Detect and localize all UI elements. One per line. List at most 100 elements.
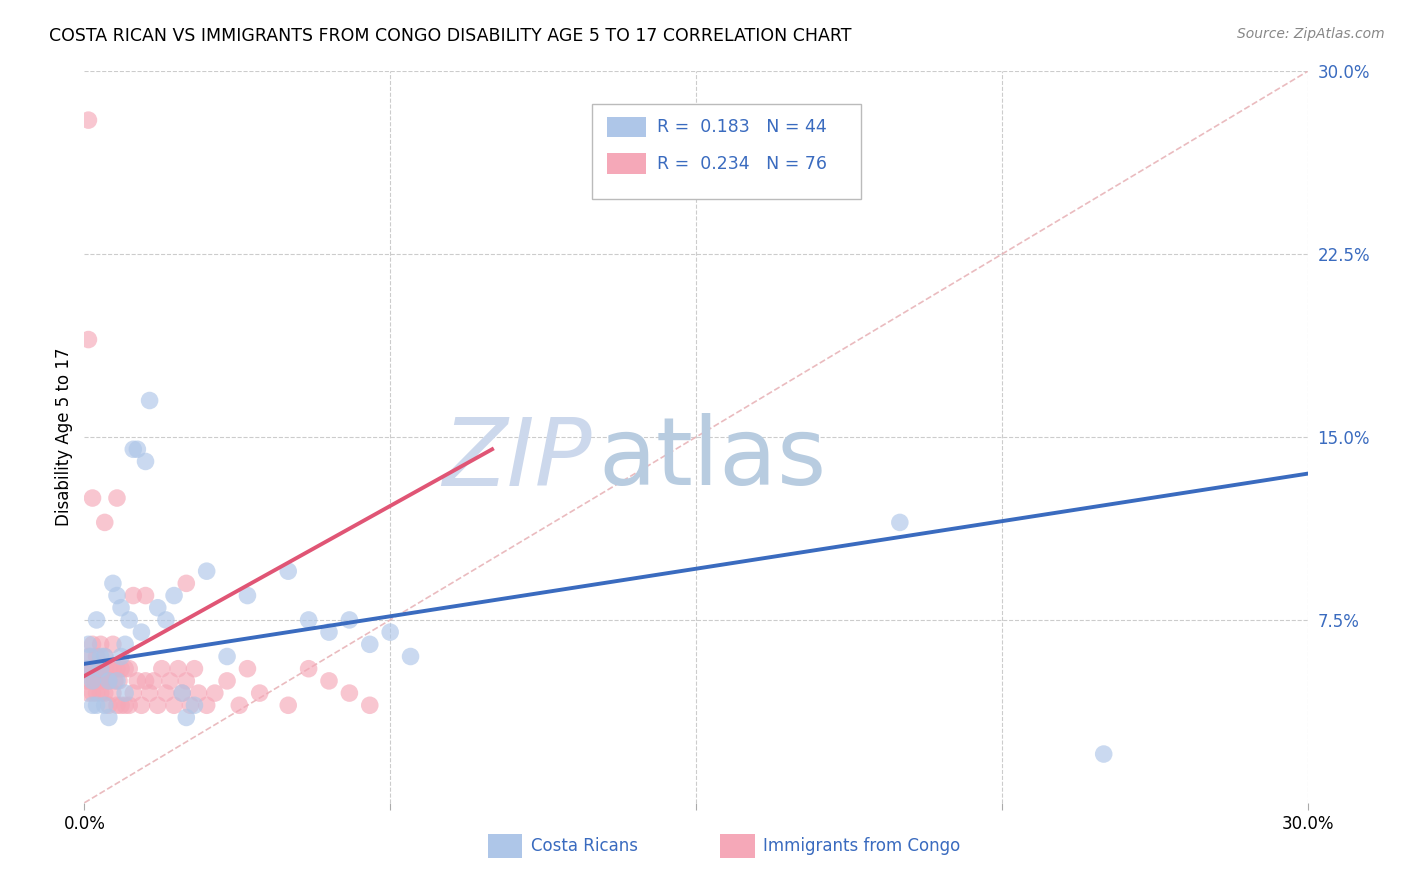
Point — [138, 393, 160, 408]
Point — [339, 613, 361, 627]
Point — [104, 673, 127, 688]
Text: Source: ZipAtlas.com: Source: ZipAtlas.com — [1237, 27, 1385, 41]
Point — [359, 698, 381, 713]
Point — [101, 662, 124, 676]
FancyBboxPatch shape — [720, 834, 755, 858]
Point — [174, 673, 197, 688]
Point — [277, 698, 299, 713]
Point — [135, 673, 157, 688]
Point — [86, 613, 108, 627]
Point — [146, 698, 169, 713]
Point — [83, 662, 105, 676]
Point — [359, 637, 381, 651]
Text: Immigrants from Congo: Immigrants from Congo — [763, 837, 960, 855]
Point — [105, 662, 128, 676]
Point — [204, 686, 226, 700]
Point — [318, 673, 340, 688]
Point — [159, 673, 181, 688]
Point — [76, 662, 98, 676]
Point — [114, 698, 136, 713]
Point — [249, 686, 271, 700]
Point — [110, 662, 132, 676]
Point — [163, 589, 186, 603]
Point — [86, 698, 108, 713]
Point — [122, 589, 145, 603]
Point — [167, 662, 190, 676]
FancyBboxPatch shape — [606, 117, 645, 137]
Point — [110, 600, 132, 615]
Point — [195, 564, 218, 578]
Point — [77, 686, 100, 700]
Text: R =  0.183   N = 44: R = 0.183 N = 44 — [657, 118, 827, 136]
Point — [101, 637, 124, 651]
Point — [90, 637, 112, 651]
Point — [174, 710, 197, 724]
Point — [93, 698, 115, 713]
Point — [93, 649, 115, 664]
Point — [146, 600, 169, 615]
Point — [1092, 747, 1115, 761]
Point — [76, 662, 98, 676]
Point — [889, 516, 911, 530]
Point — [179, 698, 201, 713]
Point — [97, 698, 120, 713]
Point — [217, 673, 239, 688]
Point — [236, 589, 259, 603]
Point — [155, 686, 177, 700]
Point — [135, 454, 157, 468]
Point — [96, 673, 118, 688]
Point — [87, 673, 110, 688]
Point — [298, 662, 321, 676]
Point — [82, 662, 104, 676]
Point — [135, 589, 157, 603]
Point — [93, 516, 115, 530]
Point — [163, 698, 186, 713]
Point — [101, 686, 124, 700]
Point — [131, 625, 153, 640]
Point — [174, 576, 197, 591]
Point — [82, 698, 104, 713]
Point — [82, 637, 104, 651]
Point — [93, 649, 115, 664]
Point — [105, 673, 128, 688]
Text: ZIP: ZIP — [443, 414, 592, 505]
Point — [183, 698, 205, 713]
Point — [172, 686, 194, 700]
FancyBboxPatch shape — [488, 834, 522, 858]
Point — [97, 673, 120, 688]
Point — [339, 686, 361, 700]
Point — [195, 698, 218, 713]
Point — [142, 673, 165, 688]
Point — [150, 662, 173, 676]
Point — [90, 662, 112, 676]
Point — [118, 613, 141, 627]
FancyBboxPatch shape — [592, 104, 860, 200]
Point — [318, 625, 340, 640]
Point — [110, 649, 132, 664]
FancyBboxPatch shape — [606, 153, 645, 174]
Point — [90, 686, 112, 700]
Point — [105, 491, 128, 505]
Point — [79, 673, 101, 688]
Point — [110, 698, 132, 713]
Point — [114, 686, 136, 700]
Point — [86, 686, 108, 700]
Point — [97, 673, 120, 688]
Point — [105, 589, 128, 603]
Point — [83, 673, 105, 688]
Point — [93, 686, 115, 700]
Point — [118, 662, 141, 676]
Point — [86, 649, 108, 664]
Point — [122, 442, 145, 457]
Point — [86, 662, 108, 676]
Point — [79, 649, 101, 664]
Y-axis label: Disability Age 5 to 17: Disability Age 5 to 17 — [55, 348, 73, 526]
Point — [82, 673, 104, 688]
Point — [127, 673, 149, 688]
Text: Costa Ricans: Costa Ricans — [531, 837, 638, 855]
Point — [155, 613, 177, 627]
Point — [380, 625, 402, 640]
Point — [82, 686, 104, 700]
Point — [97, 710, 120, 724]
Point — [77, 637, 100, 651]
